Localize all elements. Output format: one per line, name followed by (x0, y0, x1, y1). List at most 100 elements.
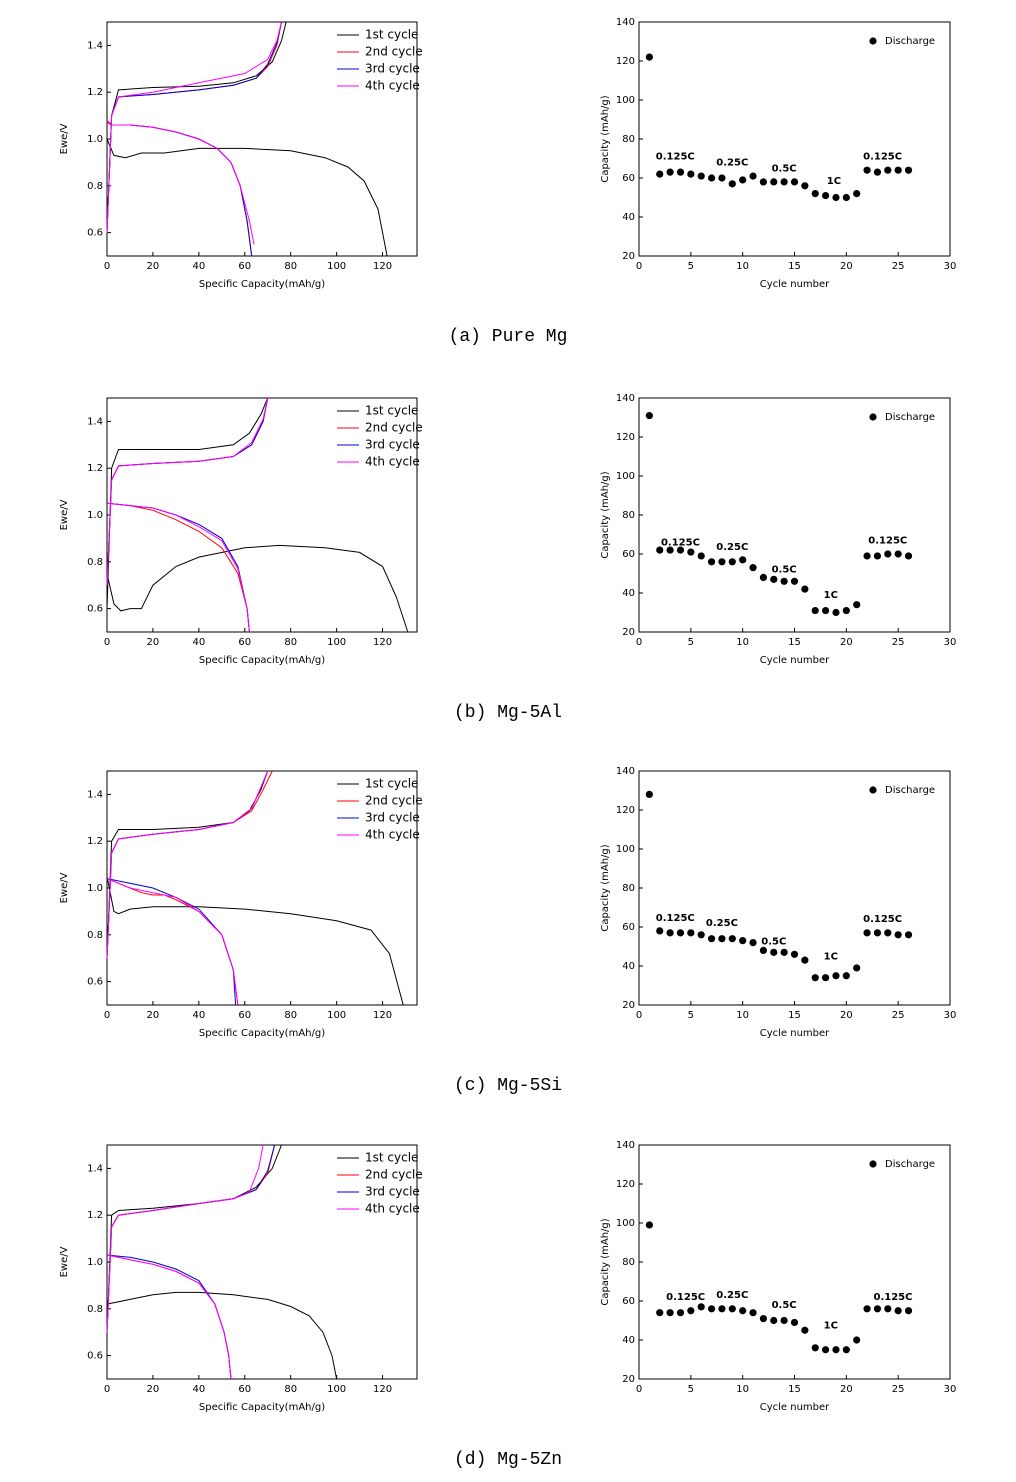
rate-annotation: 1C (824, 590, 838, 601)
data-point (894, 931, 902, 939)
data-point (904, 931, 913, 939)
y-tick-label: 0.8 (87, 557, 103, 568)
x-tick-label: 80 (284, 637, 297, 648)
x-tick-label: 80 (284, 261, 297, 272)
y-tick-label: 100 (616, 95, 635, 106)
y-tick-label: 140 (616, 17, 635, 28)
data-point (718, 935, 726, 943)
data-point (666, 546, 674, 554)
legend-label: 3rd cycle (365, 62, 420, 76)
rate-annotation: 0.25C (716, 1290, 748, 1301)
x-tick-label: 0 (104, 637, 110, 648)
legend-marker (869, 1160, 877, 1168)
y-tick-label: 1.4 (87, 789, 103, 800)
y-tick-label: 60 (622, 922, 635, 933)
data-point (873, 168, 882, 176)
y-tick-label: 120 (616, 56, 635, 67)
y-tick-label: 140 (616, 393, 635, 404)
data-point (832, 1346, 840, 1354)
y-tick-label: 0.8 (87, 930, 103, 941)
legend-label: 1st cycle (365, 404, 418, 418)
x-tick-label: 0 (636, 637, 642, 648)
rate-annotation: 0.5C (772, 565, 797, 576)
x-axis-label: Specific Capacity(mAh/g) (199, 1402, 325, 1413)
data-point (666, 1309, 674, 1317)
data-point (884, 166, 892, 174)
data-point (832, 193, 840, 202)
y-axis-label: Capacity (mAh/g) (600, 1218, 611, 1305)
y-axis-label: Ewe/V (59, 1246, 70, 1277)
x-axis-label: Cycle number (760, 1402, 830, 1413)
data-point (884, 1305, 892, 1313)
data-point (687, 170, 695, 178)
data-point (822, 974, 830, 982)
x-tick-label: 5 (688, 261, 694, 272)
x-tick-label: 15 (788, 637, 801, 648)
data-point (645, 411, 653, 420)
x-tick-label: 20 (840, 1384, 853, 1395)
x-tick-label: 30 (944, 1384, 957, 1395)
y-tick-label: 0.8 (87, 1304, 103, 1315)
data-point (728, 558, 736, 566)
y-tick-label: 1.0 (87, 883, 103, 894)
rate-annotation: 0.125C (863, 152, 902, 163)
data-point (873, 929, 882, 937)
data-point (904, 552, 913, 560)
y-tick-label: 20 (622, 251, 635, 262)
legend-label: 1st cycle (365, 28, 418, 42)
data-point (801, 182, 809, 190)
data-point (728, 935, 736, 943)
data-point (697, 552, 705, 560)
data-point (790, 950, 799, 958)
x-axis-label: Cycle number (760, 1028, 830, 1039)
legend-marker (869, 786, 877, 794)
x-tick-label: 80 (284, 1010, 297, 1021)
x-tick-label: 20 (147, 1010, 160, 1021)
data-point (904, 1307, 913, 1315)
x-tick-label: 20 (840, 261, 853, 272)
y-tick-label: 0.6 (87, 604, 103, 615)
data-point (853, 601, 861, 609)
rate-annotation: 0.125C (656, 152, 695, 163)
x-axis-label: Specific Capacity(mAh/g) (199, 655, 325, 666)
data-point (832, 972, 840, 980)
y-tick-label: 20 (622, 627, 635, 638)
x-tick-label: 60 (238, 261, 251, 272)
x-tick-label: 100 (327, 1384, 346, 1395)
chart: 0 20 40 60 80 100 120 0.6 0.8 1.0 1.2 1.4 Specific C… (59, 770, 562, 1096)
caption: (d) Mg-5Zn (454, 1450, 562, 1470)
data-point (904, 166, 913, 174)
x-tick-label: 25 (892, 1010, 905, 1021)
data-point (749, 564, 757, 572)
data-point (801, 585, 809, 593)
legend-label: 2nd cycle (365, 794, 423, 808)
data-point (863, 929, 871, 937)
x-tick-label: 120 (373, 1384, 392, 1395)
data-point (707, 1305, 716, 1313)
rate-annotation: 0.125C (666, 1292, 705, 1303)
data-point (707, 558, 716, 566)
data-point (687, 929, 695, 937)
x-tick-label: 25 (892, 637, 905, 648)
data-point (801, 1326, 809, 1334)
x-tick-label: 20 (147, 261, 160, 272)
legend-label: 2nd cycle (365, 421, 423, 435)
data-point (739, 556, 747, 564)
rate-annotation: 0.5C (772, 163, 797, 174)
data-point (645, 53, 653, 61)
y-tick-label: 80 (622, 1257, 635, 1268)
x-tick-label: 30 (944, 637, 957, 648)
data-point (707, 935, 716, 943)
y-tick-label: 1.4 (87, 416, 103, 427)
x-axis-label: Specific Capacity(mAh/g) (199, 1028, 325, 1039)
cycle-line (106, 1144, 276, 1380)
x-tick-label: 20 (840, 637, 853, 648)
legend-label: Discharge (885, 785, 935, 796)
data-point (863, 552, 871, 560)
y-tick-label: 1.0 (87, 510, 103, 521)
data-point (718, 1305, 726, 1313)
x-tick-label: 60 (238, 1010, 251, 1021)
data-point (666, 929, 674, 937)
data-point (656, 170, 664, 178)
